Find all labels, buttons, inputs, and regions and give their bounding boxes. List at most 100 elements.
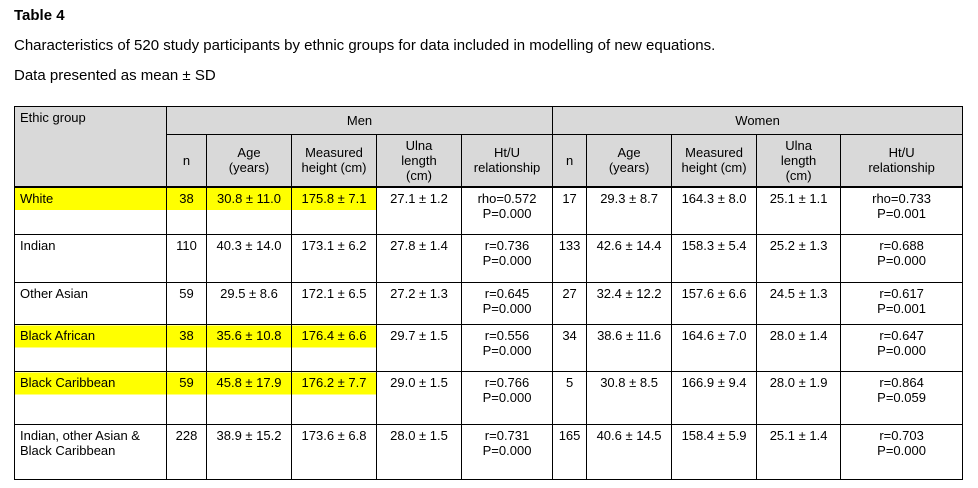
htu-line1: r=0.688 — [879, 238, 924, 253]
cell-men-height: 176.2 ± 7.7 — [291, 371, 377, 425]
table-row-black-caribbean: Black Caribbean 59 45.8 ± 17.9 176.2 ± 7… — [14, 371, 964, 425]
htu-line1: r=0.647 — [879, 328, 924, 343]
htu-line1: r=0.864 — [879, 375, 924, 390]
group-header-row: Ethic group Men Women — [14, 106, 964, 188]
header-text: Ht/U relationship — [868, 145, 935, 176]
cell-men-n: 38 — [166, 186, 207, 235]
cell-women-height: 164.3 ± 8.0 — [671, 186, 758, 235]
table-row-indian: Indian 110 40.3 ± 14.0 173.1 ± 6.2 27.8 … — [14, 234, 964, 283]
women-group-header: Women — [552, 106, 964, 135]
htu-line2: P=0.000 — [482, 205, 532, 221]
cell-women-ulna: 25.1 ± 1.4 — [756, 424, 842, 480]
cell-women-height: 166.9 ± 9.4 — [671, 371, 758, 425]
cell-women-htu: r=0.688 P=0.000 — [840, 234, 964, 283]
cell-men-htu: r=0.736 P=0.000 — [460, 234, 554, 283]
ethnic-group-cell: Indian — [14, 234, 167, 283]
cell-men-height: 172.1 ± 6.5 — [291, 282, 377, 325]
cell-women-n: 165 — [552, 424, 588, 480]
women-htu-header: Ht/U relationship — [840, 134, 964, 188]
header-text: Measured height (cm) — [301, 145, 367, 176]
men-age-header: Age (years) — [206, 134, 292, 188]
htu-line1: r=0.645 — [484, 286, 530, 301]
cell-women-n: 27 — [552, 282, 588, 325]
cell-men-htu: r=0.556 P=0.000 — [460, 324, 554, 372]
women-height-header: Measured height (cm) — [671, 134, 758, 188]
cell-women-age: 40.6 ± 14.5 — [586, 424, 673, 480]
cell-women-htu: r=0.864 P=0.059 — [840, 371, 964, 425]
cell-men-ulna: 29.7 ± 1.5 — [376, 324, 462, 372]
cell-men-n: 228 — [166, 424, 207, 480]
cell-women-height: 157.6 ± 6.6 — [671, 282, 758, 325]
cell-men-n: 110 — [166, 234, 207, 283]
table-row-white: White 38 30.8 ± 11.0 175.8 ± 7.1 27.1 ± … — [14, 186, 964, 235]
htu-line2: P=0.001 — [877, 301, 926, 316]
cell-men-age: 40.3 ± 14.0 — [206, 234, 292, 283]
cell-women-age: 42.6 ± 14.4 — [586, 234, 673, 283]
cell-men-htu: rho=0.572 P=0.000 — [460, 186, 554, 235]
men-ulna-header: Ulna length (cm) — [376, 134, 462, 188]
ethnic-group-cell: Indian, other Asian & Black Caribbean — [14, 424, 167, 480]
cell-men-age: 45.8 ± 17.9 — [206, 371, 292, 425]
table-note: Data presented as mean ± SD — [14, 67, 216, 84]
htu-line1: rho=0.572 — [477, 190, 537, 206]
sub-header-row: n Age (years) Measured height (cm) Ulna … — [15, 134, 964, 188]
men-height-header: Measured height (cm) — [291, 134, 377, 188]
cell-men-height: 173.1 ± 6.2 — [291, 234, 377, 283]
table-row-other-asian: Other Asian 59 29.5 ± 8.6 172.1 ± 6.5 27… — [14, 282, 964, 325]
cell-women-age: 30.8 ± 8.5 — [586, 371, 673, 425]
htu-line2: P=0.000 — [482, 253, 532, 268]
women-n-header: n — [552, 134, 588, 188]
ethnic-group-cell: White — [14, 186, 167, 235]
htu-line2: P=0.001 — [877, 205, 926, 221]
header-text: Ulna length (cm) — [780, 137, 817, 183]
ethnic-group-header: Ethic group — [14, 106, 167, 188]
table-row-combined-group: Indian, other Asian & Black Caribbean 22… — [14, 424, 964, 480]
cell-men-ulna: 29.0 ± 1.5 — [376, 371, 462, 425]
cell-women-n: 133 — [552, 234, 588, 283]
table-title: Table 4 — [14, 7, 65, 24]
htu-line1: r=0.703 — [879, 428, 924, 443]
cell-men-ulna: 27.2 ± 1.3 — [376, 282, 462, 325]
htu-line1: r=0.556 — [484, 328, 530, 343]
cell-men-height: 176.4 ± 6.6 — [291, 324, 377, 372]
cell-men-height: 173.6 ± 6.8 — [291, 424, 377, 480]
cell-women-n: 5 — [552, 371, 588, 425]
cell-women-height: 158.3 ± 5.4 — [671, 234, 758, 283]
ethnic-group-cell: Other Asian — [14, 282, 167, 325]
htu-line2: P=0.000 — [482, 443, 532, 458]
htu-line2: P=0.000 — [482, 301, 532, 316]
cell-women-ulna: 24.5 ± 1.3 — [756, 282, 842, 325]
cell-women-ulna: 25.2 ± 1.3 — [756, 234, 842, 283]
cell-women-n: 17 — [552, 186, 588, 235]
cell-men-ulna: 27.1 ± 1.2 — [376, 186, 462, 235]
cell-men-ulna: 27.8 ± 1.4 — [376, 234, 462, 283]
header-text: Ulna length (cm) — [401, 137, 437, 183]
cell-men-ulna: 28.0 ± 1.5 — [376, 424, 462, 480]
cell-men-height: 175.8 ± 7.1 — [291, 186, 377, 235]
htu-line2: P=0.059 — [877, 390, 926, 405]
cell-men-htu: r=0.731 P=0.000 — [460, 424, 554, 480]
cell-women-n: 34 — [552, 324, 588, 372]
table-row-black-african: Black African 38 35.6 ± 10.8 176.4 ± 6.6… — [14, 324, 964, 372]
cell-women-age: 29.3 ± 8.7 — [586, 186, 673, 235]
cell-women-age: 32.4 ± 12.2 — [586, 282, 673, 325]
cell-women-htu: r=0.617 P=0.001 — [840, 282, 964, 325]
cell-men-age: 29.5 ± 8.6 — [206, 282, 292, 325]
cell-women-ulna: 25.1 ± 1.1 — [756, 186, 842, 235]
cell-women-height: 164.6 ± 7.0 — [671, 324, 758, 372]
header-text: Age (years) — [608, 145, 650, 176]
cell-women-ulna: 28.0 ± 1.4 — [756, 324, 842, 372]
cell-women-age: 38.6 ± 11.6 — [586, 324, 673, 372]
htu-line2: P=0.000 — [482, 390, 532, 405]
header-text: Age (years) — [228, 145, 270, 176]
cell-men-htu: r=0.766 P=0.000 — [460, 371, 554, 425]
men-n-header: n — [166, 134, 207, 188]
cell-men-age: 35.6 ± 10.8 — [206, 324, 292, 372]
header-text: Ht/U relationship — [473, 145, 541, 176]
ethnic-group-cell: Black African — [14, 324, 167, 372]
htu-line2: P=0.000 — [877, 443, 926, 458]
women-ulna-header: Ulna length (cm) — [756, 134, 842, 188]
cell-men-age: 30.8 ± 11.0 — [206, 186, 292, 235]
ethnic-group-cell: Black Caribbean — [14, 371, 167, 425]
htu-line1: r=0.731 — [484, 428, 530, 443]
